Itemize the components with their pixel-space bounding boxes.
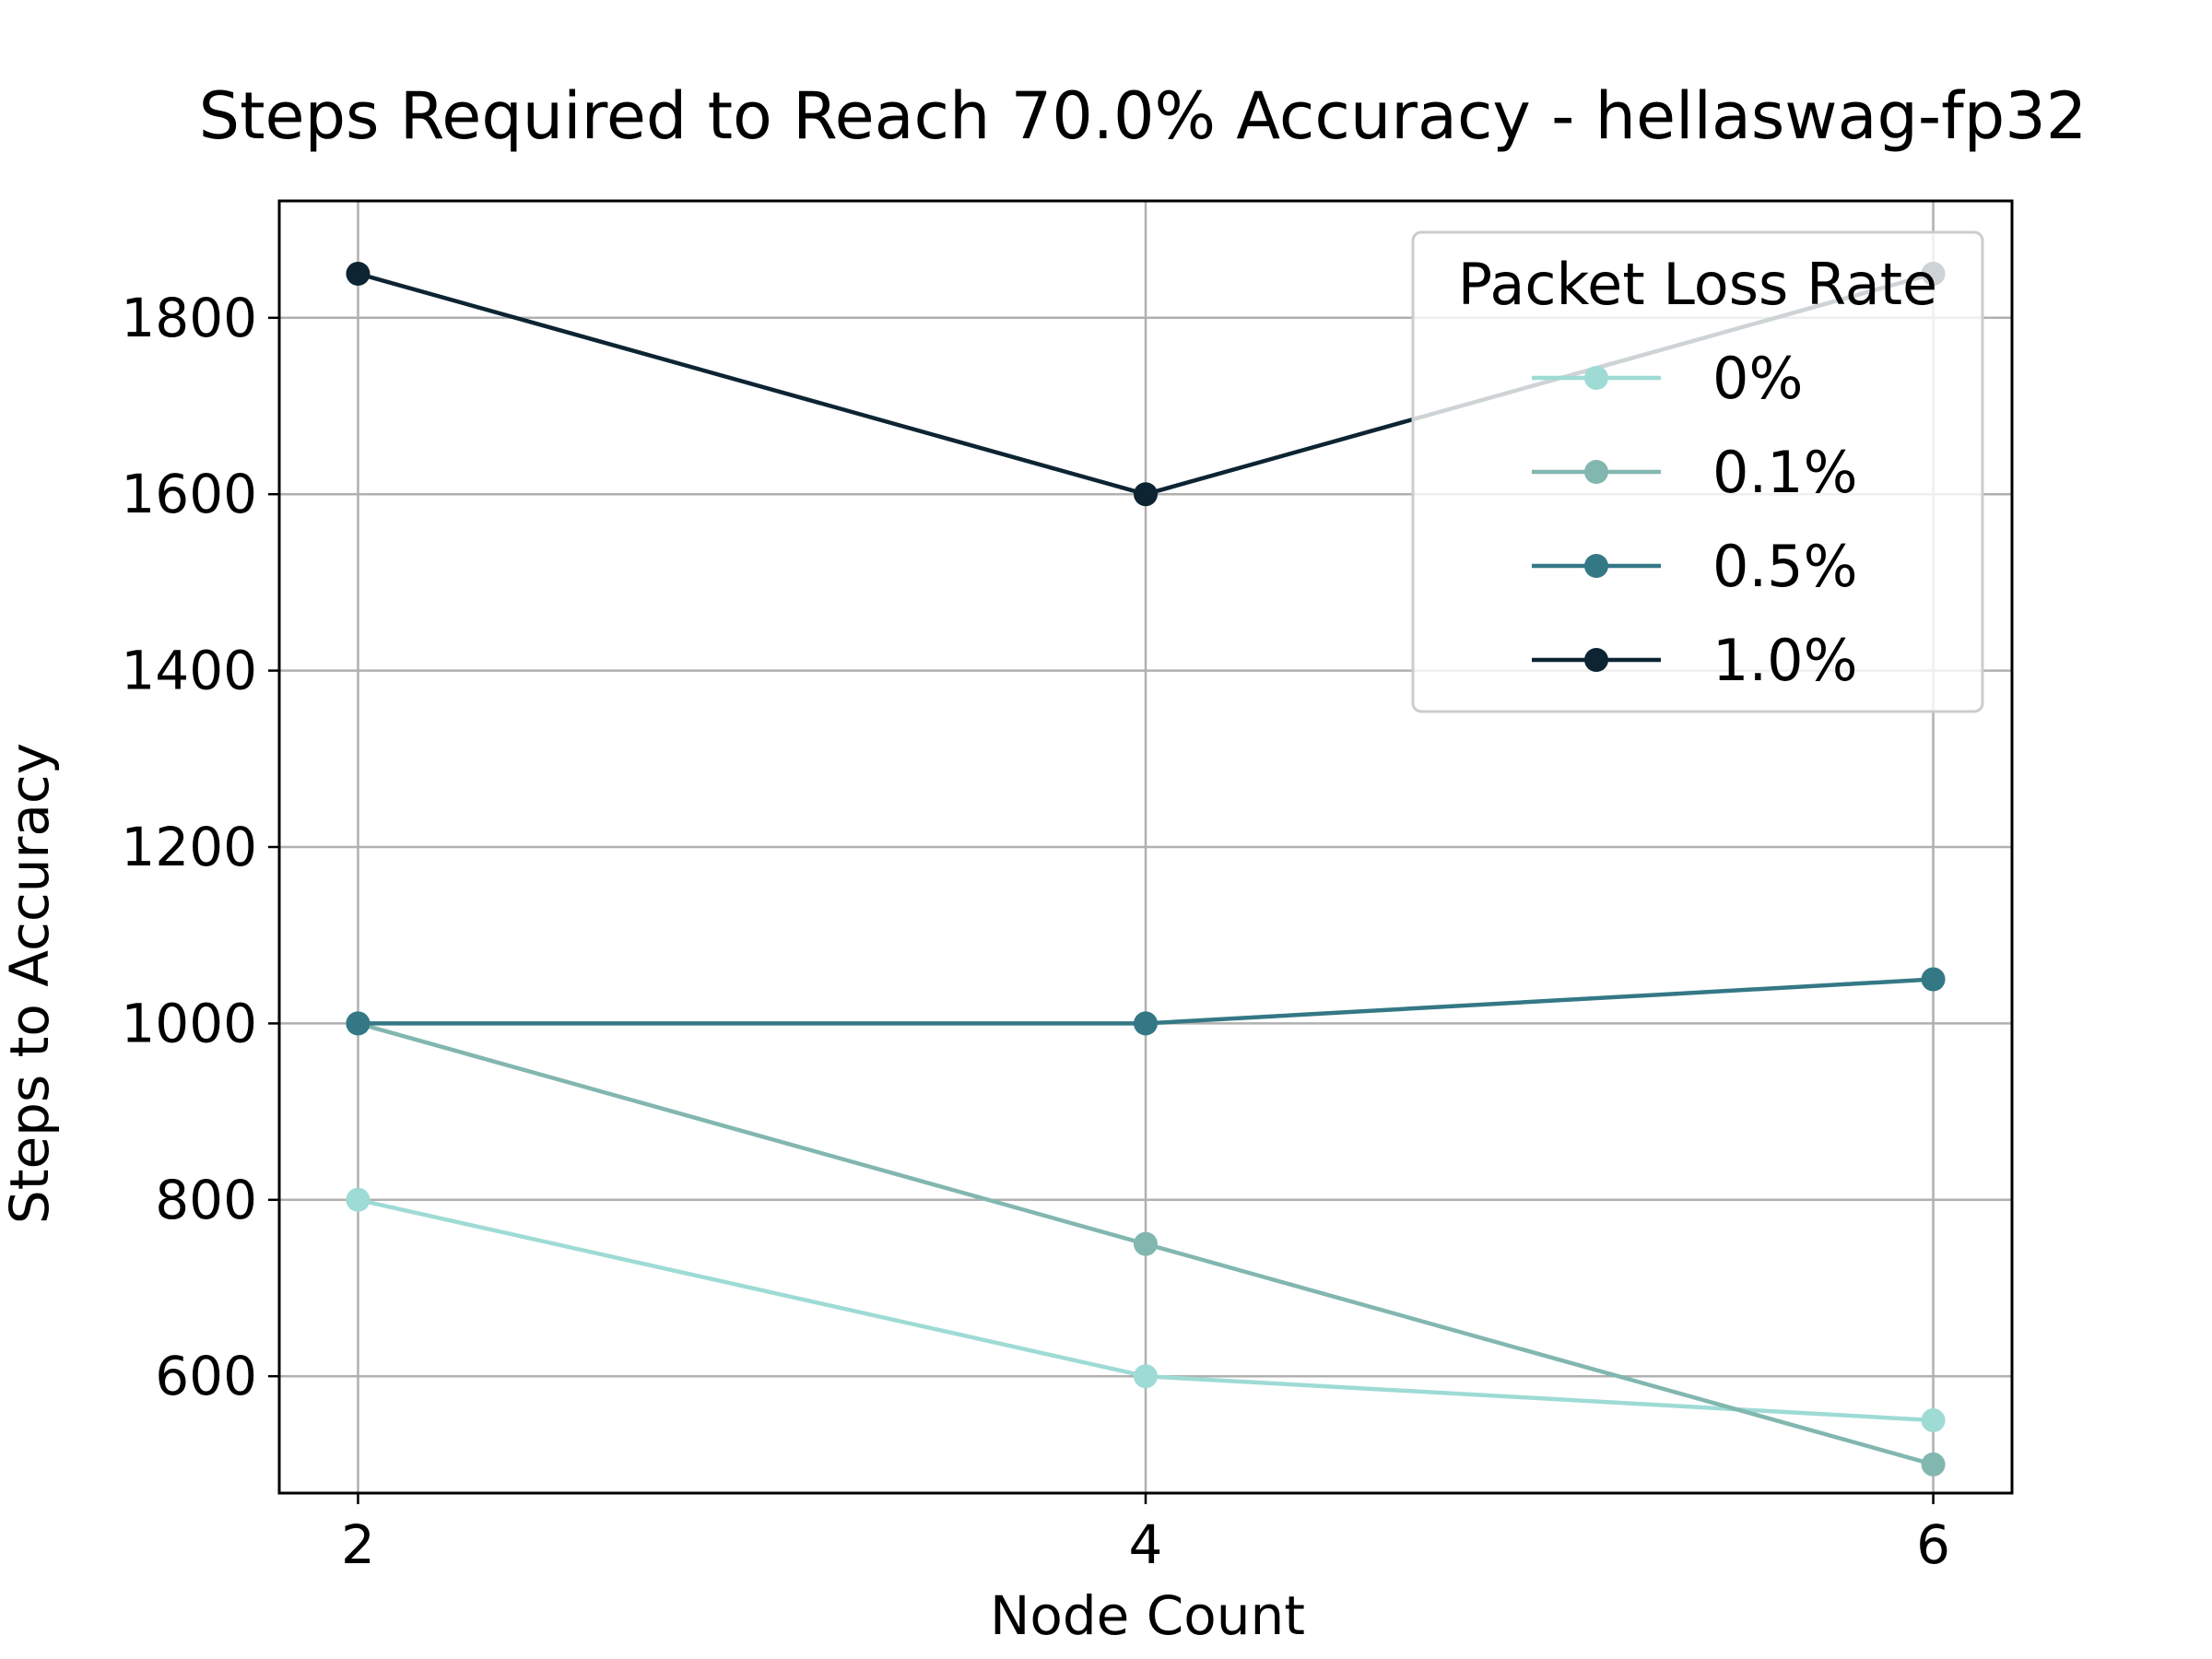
data-point	[1921, 1408, 1946, 1433]
y-tick-label: 1400	[121, 640, 257, 702]
y-tick-label: 600	[155, 1345, 257, 1407]
legend-marker	[1584, 460, 1608, 484]
y-tick-label: 1600	[121, 463, 257, 525]
data-point	[1134, 1364, 1158, 1389]
data-point	[346, 261, 371, 286]
legend-marker	[1584, 554, 1608, 578]
legend-entry: 0.1%	[1532, 439, 1858, 506]
series-0.5%	[346, 967, 1946, 1036]
legend-entries: 0% 0.1% 0.5% 1.0%	[1532, 345, 1858, 694]
legend-entry: 1.0%	[1532, 627, 1858, 694]
legend-label: 0.1%	[1712, 439, 1858, 506]
x-tick-label: 4	[1129, 1513, 1163, 1576]
x-axis: 2 4 6	[341, 1493, 1950, 1576]
legend-marker	[1584, 648, 1608, 672]
y-tick-label: 1800	[121, 287, 257, 349]
legend-entry: 0%	[1532, 345, 1803, 412]
y-axis-title: Steps to Accuracy	[0, 743, 61, 1224]
legend-box	[1411, 230, 1984, 713]
y-tick-label: 800	[155, 1169, 257, 1231]
y-tick-label: 1200	[121, 816, 257, 878]
legend-title: Packet Loss Rate	[1458, 251, 1937, 318]
y-axis: 600 800 1000 1200 1400 1600 1800	[121, 287, 279, 1407]
series-0%	[346, 1187, 1946, 1433]
legend-entry: 0.5%	[1532, 533, 1858, 600]
legend-marker	[1584, 366, 1608, 390]
data-point	[1134, 482, 1158, 507]
chart-title: Steps Required to Reach 70.0% Accuracy -…	[199, 78, 2088, 154]
data-point	[1921, 967, 1946, 992]
x-axis-title: Node Count	[990, 1584, 1305, 1647]
x-tick-label: 2	[341, 1513, 375, 1576]
data-point	[1134, 1231, 1158, 1256]
legend-label: 0%	[1712, 345, 1803, 412]
data-point	[346, 1187, 371, 1212]
data-point	[1134, 1011, 1158, 1036]
data-point	[1921, 1452, 1946, 1477]
data-point	[346, 1011, 371, 1036]
legend: Packet Loss Rate 0% 0.1% 0.5% 1.0%	[1411, 230, 1984, 713]
x-tick-label: 6	[1916, 1513, 1950, 1576]
legend-label: 0.5%	[1712, 533, 1858, 600]
legend-label: 1.0%	[1712, 627, 1858, 694]
y-tick-label: 1000	[121, 992, 257, 1054]
